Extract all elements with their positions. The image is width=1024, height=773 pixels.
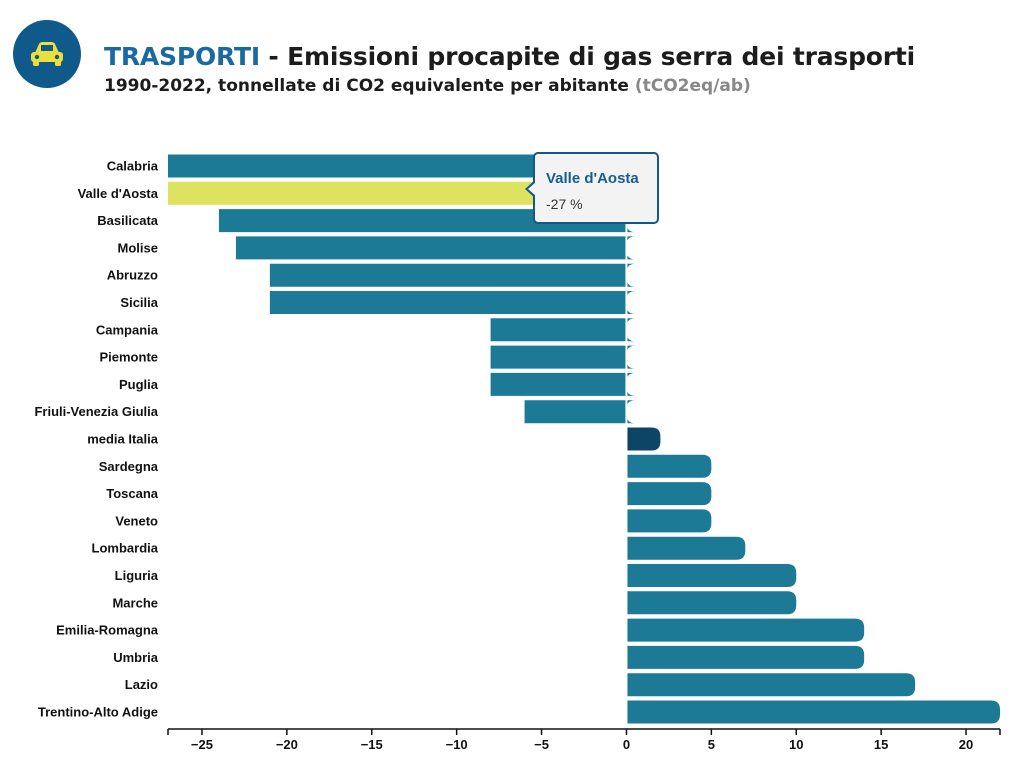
bar-piemonte: [490, 345, 636, 369]
bar-puglia: [490, 372, 636, 396]
bar-trentino-alto-adige: [626, 700, 1000, 724]
category-label: Abruzzo: [107, 268, 158, 283]
bar-umbria: [626, 645, 865, 669]
bar-marche: [626, 591, 797, 615]
bar-toscana: [626, 482, 712, 506]
x-tick-label: 0: [623, 737, 630, 752]
category-label: Trentino-Alto Adige: [38, 705, 158, 720]
category-label: Basilicata: [97, 213, 158, 228]
category-label: Lazio: [125, 677, 158, 692]
title-keyword: TRASPORTI: [104, 42, 260, 71]
category-label: Marche: [112, 595, 158, 610]
category-label: Liguria: [115, 568, 159, 583]
x-tick-label: −10: [446, 737, 468, 752]
category-label: Piemonte: [99, 350, 158, 365]
subtitle-text: 1990-2022, tonnellate di CO2 equivalente…: [104, 76, 629, 96]
x-tick-label: −20: [276, 737, 298, 752]
chart-subtitle: 1990-2022, tonnellate di CO2 equivalente…: [104, 76, 751, 96]
tooltip-name: Valle d'Aosta: [546, 170, 639, 187]
x-tick-label: 15: [874, 737, 888, 752]
category-label: Sardegna: [99, 459, 159, 474]
category-label: Puglia: [119, 377, 159, 392]
bar-basilicata: [218, 209, 636, 233]
bar-abruzzo: [269, 263, 636, 287]
x-tick-label: 20: [959, 737, 973, 752]
category-label: Valle d'Aosta: [78, 186, 159, 201]
bar-sicilia: [269, 291, 636, 314]
category-label: Molise: [118, 240, 158, 255]
category-label: Friuli-Venezia Giulia: [34, 404, 158, 419]
x-tick-label: 10: [789, 737, 803, 752]
bar-lazio: [626, 673, 916, 697]
bar-friuli-venezia-giulia: [524, 400, 636, 424]
bar-veneto: [626, 509, 712, 533]
bar-sardegna: [626, 454, 712, 478]
bar-liguria: [626, 564, 797, 587]
category-label: Lombardia: [92, 541, 159, 556]
x-tick-label: −25: [191, 737, 213, 752]
bar-calabria: [168, 154, 636, 178]
bar-lombardia: [626, 536, 746, 560]
transport-logo: [13, 20, 81, 88]
category-label: Calabria: [107, 159, 159, 174]
car-icon: [31, 42, 63, 66]
x-tick-label: 5: [708, 737, 715, 752]
bar-campania: [490, 318, 636, 342]
tooltip: Valle d'Aosta -27 %: [525, 152, 659, 224]
category-label: media Italia: [87, 432, 159, 447]
tooltip-value: -27 %: [546, 196, 583, 212]
bar-molise: [235, 236, 636, 260]
category-label: Toscana: [106, 486, 159, 501]
category-label: Campania: [96, 322, 159, 337]
title-text: - Emissioni procapite di gas serra dei t…: [259, 42, 916, 71]
bar-emilia-romagna: [626, 618, 865, 642]
bar-media-italia: [626, 427, 661, 451]
subtitle-unit: (tCO2eq/ab): [634, 76, 751, 96]
category-label: Emilia-Romagna: [56, 623, 159, 638]
category-label: Sicilia: [120, 295, 158, 310]
category-label: Veneto: [115, 513, 158, 528]
x-tick-label: −15: [361, 737, 383, 752]
x-tick-label: −5: [534, 737, 549, 752]
chart-title: TRASPORTI - Emissioni procapite di gas s…: [104, 42, 915, 71]
category-label: Umbria: [113, 650, 159, 665]
bar-valle-d-aosta: [168, 181, 636, 205]
